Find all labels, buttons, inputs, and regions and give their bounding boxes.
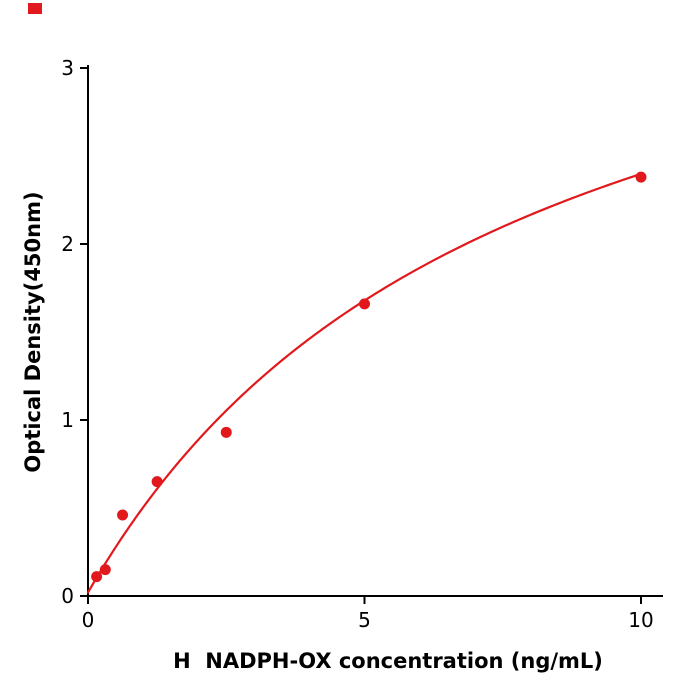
data-point bbox=[91, 571, 103, 583]
data-point bbox=[99, 564, 111, 576]
x-axis-title: H NADPH-OX concentration (ng/mL) bbox=[173, 649, 603, 673]
data-point bbox=[359, 298, 370, 310]
fit-curve bbox=[86, 172, 643, 594]
y-tick-label: 1 bbox=[61, 408, 74, 432]
x-tick-label: 5 bbox=[358, 608, 371, 632]
y-tick-label: 2 bbox=[61, 232, 74, 256]
y-tick-label: 3 bbox=[61, 56, 74, 80]
x-tick-label: 10 bbox=[628, 608, 653, 632]
corner-mark bbox=[28, 3, 42, 14]
data-point bbox=[117, 509, 129, 521]
y-axis-title: Optical Density(450nm) bbox=[21, 191, 45, 472]
data-point bbox=[220, 426, 232, 438]
plot-area: 0 5 10 0 1 2 3 bbox=[61, 56, 663, 632]
x-tick-label: 0 bbox=[82, 608, 95, 632]
data-point bbox=[151, 476, 163, 488]
y-tick-label: 0 bbox=[61, 584, 74, 608]
data-point bbox=[635, 171, 647, 183]
